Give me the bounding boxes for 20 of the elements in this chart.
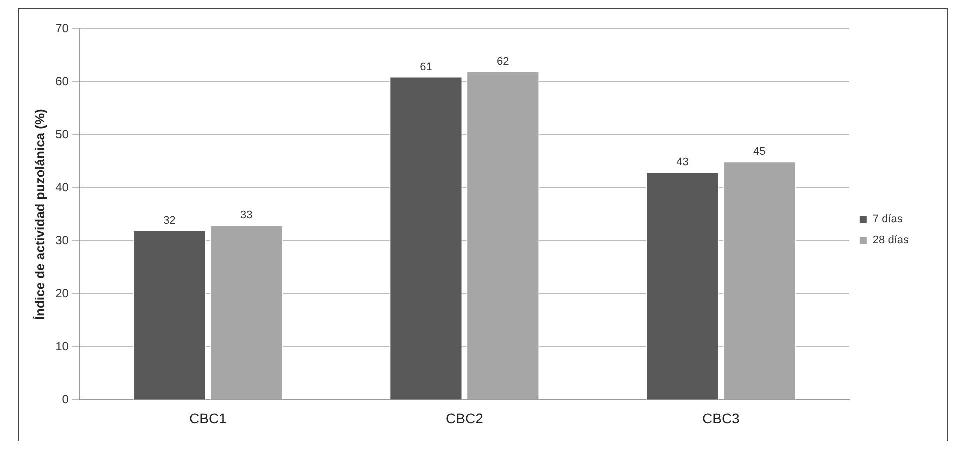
- y-tick-label: 60: [56, 74, 70, 88]
- y-axis-title: Índice de actividad puzolánica (%): [32, 109, 48, 320]
- y-tick-label: 20: [56, 286, 70, 300]
- data-label: 32: [164, 215, 176, 228]
- legend-label: 7 días: [872, 214, 904, 226]
- x-tick-label: CBC2: [446, 410, 484, 426]
- data-label: 43: [676, 156, 689, 169]
- y-tick-label: 70: [56, 21, 70, 36]
- legend-label: 28 días: [872, 234, 910, 247]
- y-tick-label: 10: [56, 339, 70, 354]
- data-label: 33: [240, 210, 253, 222]
- data-label: 61: [420, 61, 432, 74]
- y-tick-label: 0: [62, 392, 70, 407]
- y-tick-label: 40: [56, 180, 70, 194]
- y-tick-label: 30: [56, 233, 70, 248]
- y-tick-label: 50: [56, 127, 70, 142]
- x-tick-label: CBC1: [190, 410, 228, 426]
- data-label: 45: [754, 146, 766, 158]
- x-tick-label: CBC3: [702, 410, 740, 426]
- data-label: 62: [497, 56, 510, 68]
